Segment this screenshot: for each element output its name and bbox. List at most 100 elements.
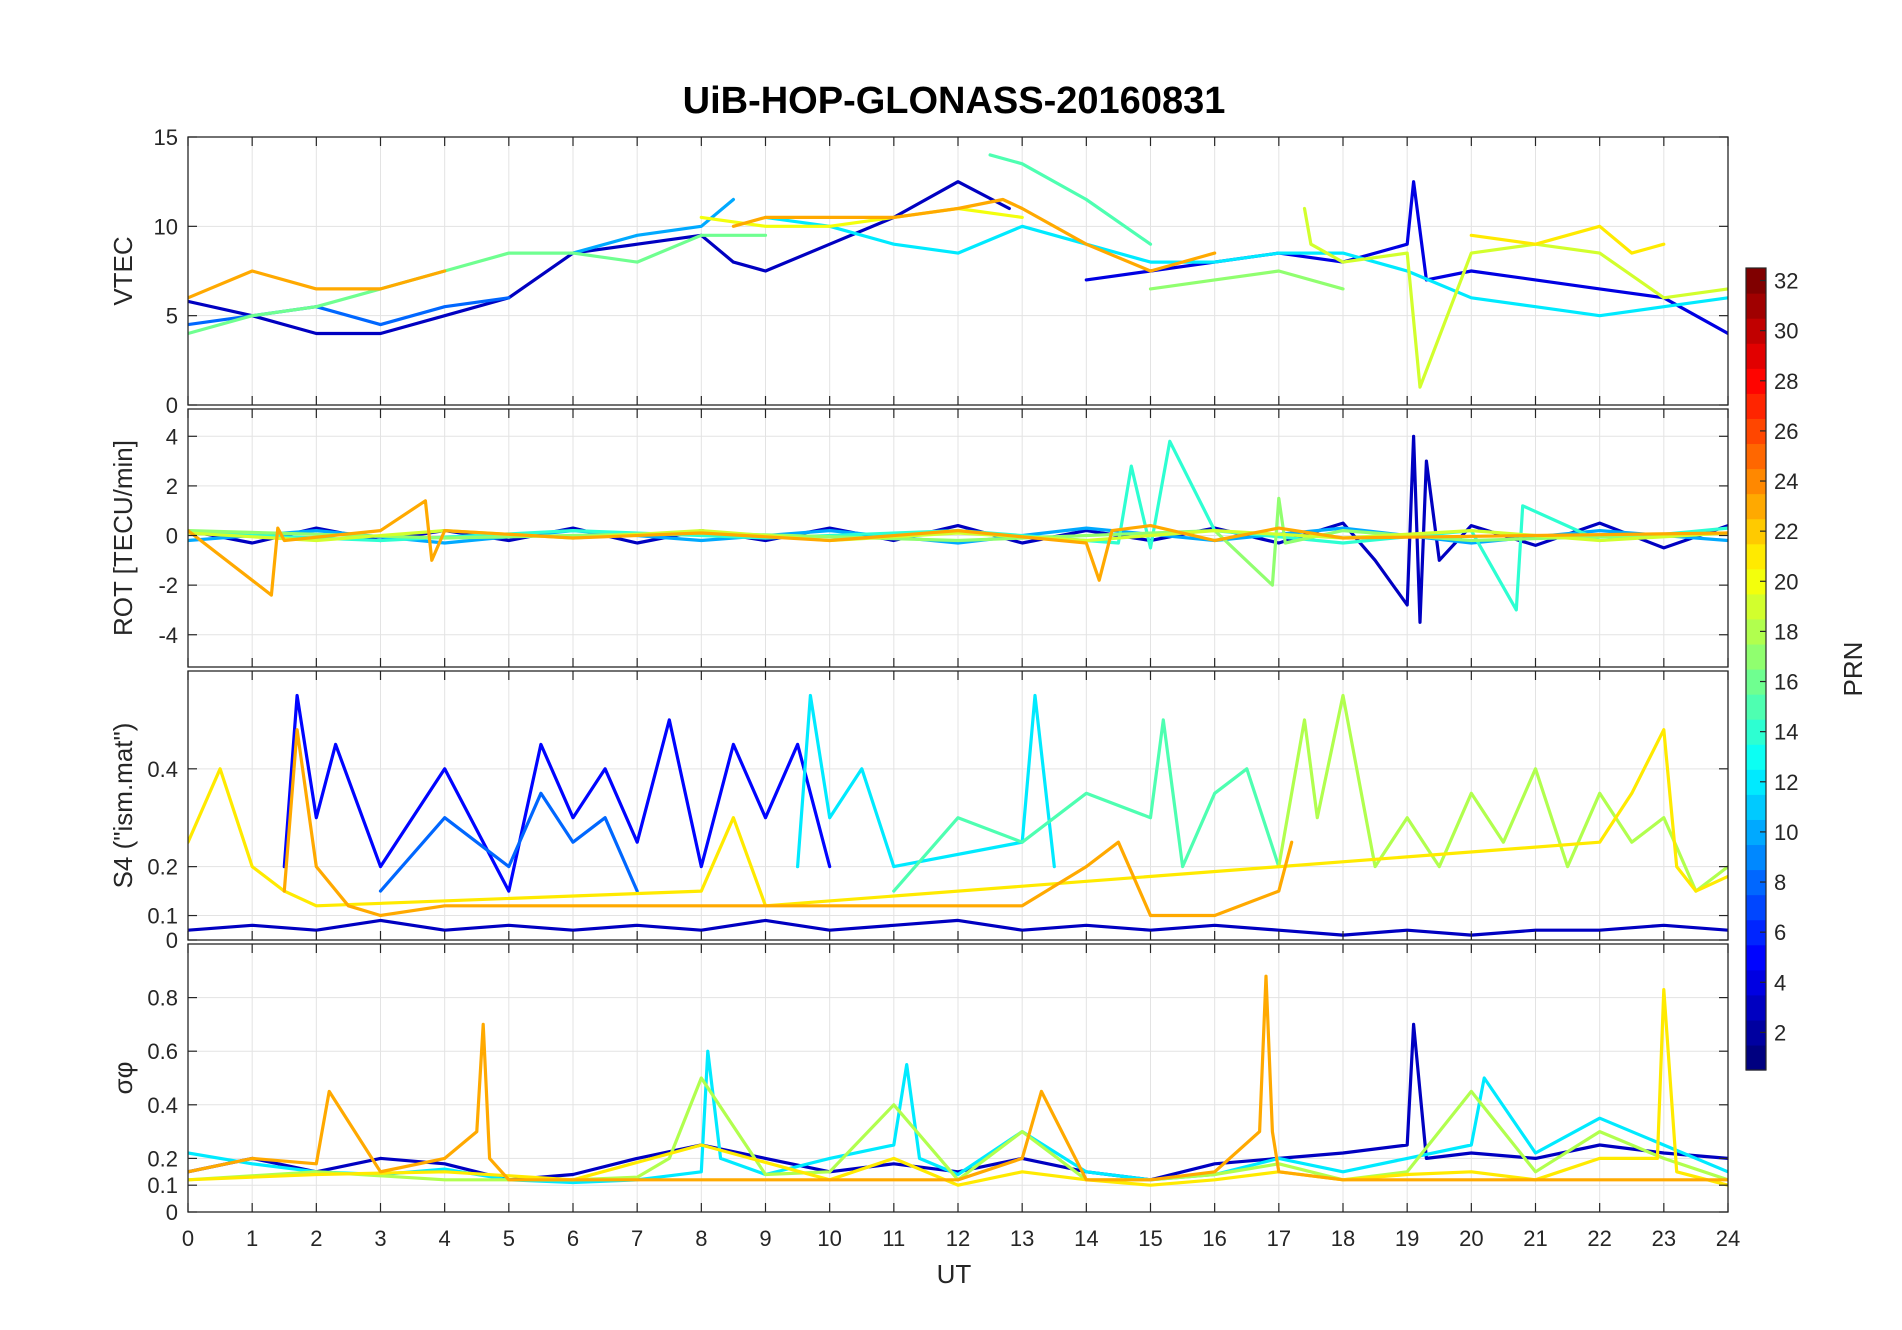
series-line-prn-18 [1277,693,1728,893]
panel-rot: -4 -2 0 2 4 ROT [TECU/min] [108,408,1729,668]
series-group [188,434,1728,624]
series-line-prn-23 [282,728,1294,918]
series-line-prn-3 [188,180,1011,336]
y-axis-label: S4 ("ism.mat") [108,723,138,889]
colorbar-tick-label: 8 [1774,870,1786,895]
colorbar-tick-label: 32 [1774,269,1798,294]
x-tick-label: 9 [759,1226,771,1251]
x-tick-label: 12 [946,1226,970,1251]
series-group [188,153,1728,389]
colorbar-swatch [1746,493,1766,520]
colorbar-frame [1745,267,1767,1071]
y-tick-label: 0.1 [147,1173,178,1198]
colorbar-tick-label: 12 [1774,770,1798,795]
x-tick-label: 21 [1523,1226,1547,1251]
x-tick-label: 16 [1202,1226,1226,1251]
series-line-prn-18 [188,1076,1728,1182]
x-tick-label: 1 [246,1226,258,1251]
panel-sigphi: 00.10.2 0.4 0.6 0.8 σφ [108,943,1729,1225]
colorbar-swatch [1746,318,1766,344]
colorbar-swatch [1746,1019,1766,1046]
colorbar-swatch [1746,268,1766,294]
x-tick-label: 19 [1395,1226,1419,1251]
colorbar-swatch [1746,744,1766,770]
colorbar-swatch [1746,468,1766,495]
x-tick-label: 3 [374,1226,386,1251]
x-tick-labels: 0 1 2 3 4 5 6 7 8 9 10 11 12 13 14 15 16 17 18 19 20 21 22 23 24 [182,1226,1740,1251]
series-line-prn-19 [1302,206,1728,389]
colorbar-swatch [1746,543,1766,570]
colorbar-swatch [1746,443,1766,470]
colorbar-tick-label: 4 [1774,970,1786,995]
series-line-prn-12 [188,1049,1728,1185]
y-tick-label: 0.4 [147,757,178,782]
y-tick-label: 0.4 [147,1093,178,1118]
y-tick-label: 0 [166,524,178,549]
colorbar-swatch [1746,894,1766,921]
x-tick-label: 4 [439,1226,451,1251]
series-line-prn-21 [188,728,1728,908]
series-line-prn-21 [188,987,1728,1187]
colorbar-swatch [1746,568,1766,595]
x-tick-label: 24 [1716,1226,1740,1251]
colorbar-label: PRN [1838,642,1868,697]
x-tick-label: 7 [631,1226,643,1251]
colorbar-tick-label: 16 [1774,670,1798,695]
x-tick-label: 22 [1587,1226,1611,1251]
y-axis-label: σφ [108,1062,138,1095]
y-tick-label: 0 [166,928,178,953]
grid [187,136,1729,406]
x-tick-label: 13 [1010,1226,1034,1251]
colorbar-swatch [1746,869,1766,896]
colorbar-tick-label: 22 [1774,519,1798,544]
colorbar-swatch [1746,694,1766,720]
colorbar-swatch [1746,969,1766,996]
colorbar-swatch [1746,643,1766,670]
series-line-prn-10 [188,526,1728,545]
panel-vtec: 0 5 10 15 VTEC [108,125,1729,418]
colorbar-swatch [1746,418,1766,445]
colorbar-swatch [1746,669,1766,695]
series-line-prn-15 [892,718,1281,893]
colorbar-swatch [1746,368,1766,394]
x-tick-label: 11 [882,1226,905,1251]
x-tick-label: 2 [310,1226,322,1251]
panel-s4: 00.1 0.2 0.4 S4 ("ism.mat") [108,670,1729,953]
colorbar-swatch [1746,393,1766,419]
colorbar-tick-label: 28 [1774,369,1798,394]
x-axis-label: UT [937,1259,972,1289]
y-tick-label: 5 [166,304,178,329]
y-tick-label: 0 [166,393,178,418]
y-tick-label: 4 [166,424,178,449]
colorbar-tick-label: 6 [1774,920,1786,945]
x-tick-label: 23 [1652,1226,1676,1251]
y-tick-label: 2 [166,474,178,499]
series-group [188,974,1728,1187]
y-tick-label: 0 [166,1200,178,1225]
colorbar-swatch [1746,994,1766,1021]
colorbar-swatch [1746,518,1766,545]
colorbar-swatch [1746,719,1766,745]
colorbar-swatch [1746,1044,1766,1071]
colorbar-swatch [1746,919,1766,946]
series-line-prn-17 [1148,269,1345,291]
series-line-prn-16 [188,233,768,336]
x-tick-label: 17 [1267,1226,1291,1251]
series-line-prn-8 [378,791,639,893]
colorbar-tick-label: 18 [1774,619,1798,644]
x-tick-label: 5 [503,1226,515,1251]
series-line-prn-10 [571,197,736,255]
series-line-prn-20 [699,206,1024,228]
x-tick-label: 8 [695,1226,707,1251]
x-tick-label: 20 [1459,1226,1483,1251]
y-tick-label: 0.2 [147,1146,178,1171]
colorbar-swatch [1746,593,1766,620]
y-tick-label: 15 [154,125,178,150]
colorbar-swatch [1746,618,1766,645]
colorbar-swatch [1746,844,1766,871]
colorbar-swatch [1746,944,1766,971]
chart-title: UiB-HOP-GLONASS-20160831 [683,80,1226,122]
colorbar-swatch [1746,343,1766,369]
